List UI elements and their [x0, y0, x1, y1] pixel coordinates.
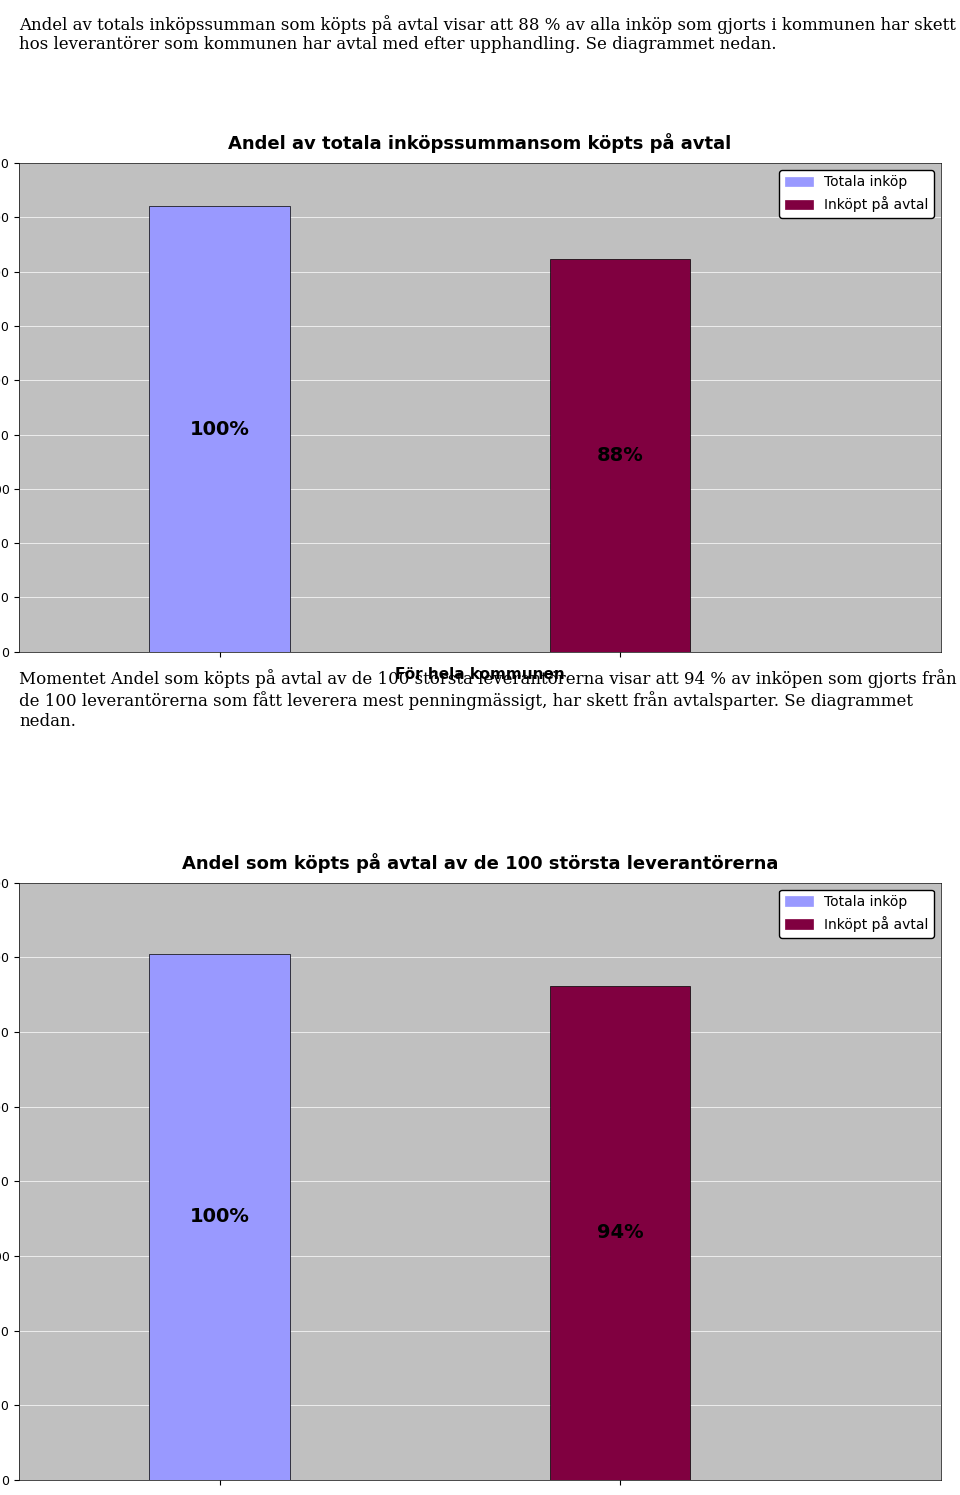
Text: 100%: 100% [190, 420, 250, 438]
Bar [550, 259, 690, 652]
Text: Andel av totals inköpssumman som köpts på avtal visar att 88 % av alla inköp som: Andel av totals inköpssumman som köpts p… [19, 15, 956, 54]
Title: Andel av totala inköpssummansom köpts på avtal: Andel av totala inköpssummansom köpts på… [228, 133, 732, 152]
Text: 88%: 88% [597, 446, 643, 465]
Bar [150, 954, 290, 1480]
Text: 100%: 100% [190, 1208, 250, 1226]
Text: 94%: 94% [597, 1223, 643, 1242]
Bar [550, 985, 690, 1480]
Legend: Totala inköp, Inköpt på avtal: Totala inköp, Inköpt på avtal [780, 890, 934, 937]
Bar [150, 206, 290, 652]
X-axis label: För hela kommunen: För hela kommunen [396, 667, 564, 682]
Text: Momentet Andel som köpts på avtal av de 100 största leverantörerna visar att 94 : Momentet Andel som köpts på avtal av de … [19, 670, 957, 730]
Title: Andel som köpts på avtal av de 100 största leverantörerna: Andel som köpts på avtal av de 100 störs… [181, 852, 779, 873]
Legend: Totala inköp, Inköpt på avtal: Totala inköp, Inköpt på avtal [780, 170, 934, 218]
